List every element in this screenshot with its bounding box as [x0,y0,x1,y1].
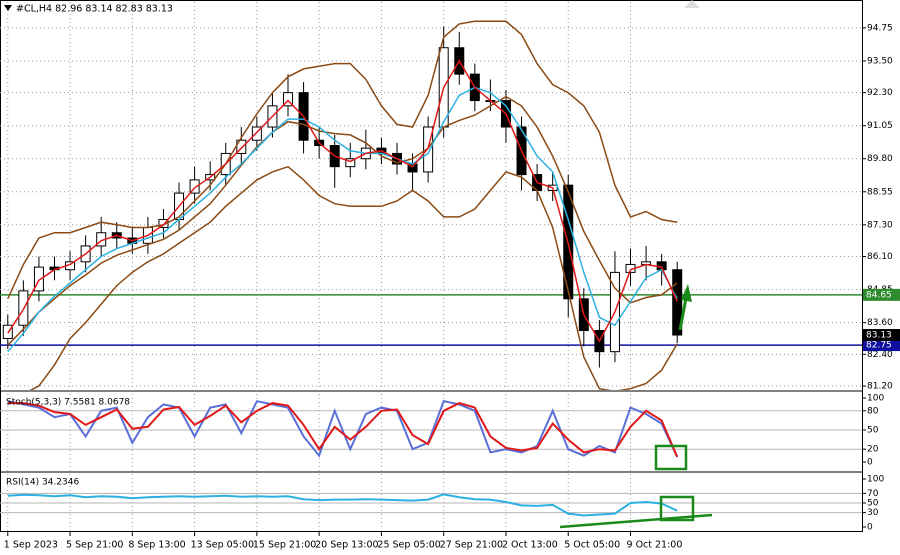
x-tick-label: 8 Sep 13:00 [128,540,185,551]
x-tick-label: 9 Oct 21:00 [627,540,683,551]
y-tick-label: 93.50 [867,56,893,66]
y-tick-label: 88.55 [867,187,893,197]
level-tag [863,288,900,301]
y-tick-label: 50 [867,499,879,509]
candle-body [672,269,683,336]
panel [0,400,862,458]
last-price-label: 83.13 [866,331,892,341]
y-tick-label: 100 [867,393,884,403]
indicator-line [7,400,679,458]
y-tick-label: 50 [867,425,879,435]
x-tick-label: 5 Sep 21:00 [66,540,123,551]
level-label: 84.65 [866,290,892,300]
y-tick-label: 100 [867,475,884,485]
arrow-shaft [678,297,688,331]
arrow-head [681,284,692,302]
annotations [559,284,713,529]
scroll-marker [684,0,700,8]
candle-body [33,266,44,292]
candle-body [2,324,13,339]
y-tick-label: 89.80 [867,154,893,164]
highlight-box [659,495,695,522]
panel [0,492,862,517]
chart-title: #CL,H4 82.96 83.14 82.83 83.13 [16,4,173,15]
indicator-line [29,165,678,390]
panel-title: RSI(14) 34.2346 [6,478,79,488]
y-tick-label: 20 [867,445,879,455]
y-tick-label: 0 [867,523,873,533]
candle-body [283,92,294,107]
indicator-line [7,493,678,517]
candle-body [236,139,247,154]
x-tick-label: 27 Sep 21:00 [440,540,503,551]
y-tick-label: 82.40 [867,350,893,360]
indicator-line [7,95,678,346]
y-tick-label: 87.30 [867,220,893,230]
y-tick-label: 83.60 [867,318,893,328]
x-tick-label: 2 Oct 13:00 [502,540,558,551]
level-label: 82.75 [866,341,892,351]
y-tick-label: 91.05 [867,121,893,131]
candle-body [345,158,356,168]
candle-body [423,126,434,173]
candle-body [189,179,200,194]
y-tick-label: 0 [867,457,873,467]
x-tick-label: 15 Sep 21:00 [253,540,316,551]
y-tick-label: 30 [867,508,879,518]
indicator-line [7,402,679,458]
y-tick-label: 81.20 [867,382,893,392]
level-tag [863,339,900,352]
x-tick-label: 25 Sep 05:00 [377,540,440,551]
panel [0,20,862,390]
y-tick-label: 92.30 [867,88,893,98]
highlight-box [654,444,688,471]
y-tick-label: 80 [867,406,879,416]
indicator-line [7,86,678,353]
x-tick-label: 13 Sep 05:00 [191,540,254,551]
panel-title: Stoch(5,3,3) 7.5581 8.0678 [6,398,130,408]
x-tick-label: 1 Sep 2023 [4,540,58,551]
x-tick-label: 20 Sep 13:00 [315,540,378,551]
indicator-line [7,59,678,343]
frame [0,0,863,532]
y-tick-label: 86.10 [867,252,893,262]
candle-body [251,126,262,141]
x-tick-label: 5 Oct 05:00 [564,540,620,551]
price-tag [863,329,900,342]
y-tick-label: 94.75 [867,23,893,33]
indicator-line [7,20,678,300]
menu-triangle [4,5,12,11]
candle-body [158,219,169,228]
y-tick-label: 70 [867,489,879,499]
trend-line [559,513,713,529]
